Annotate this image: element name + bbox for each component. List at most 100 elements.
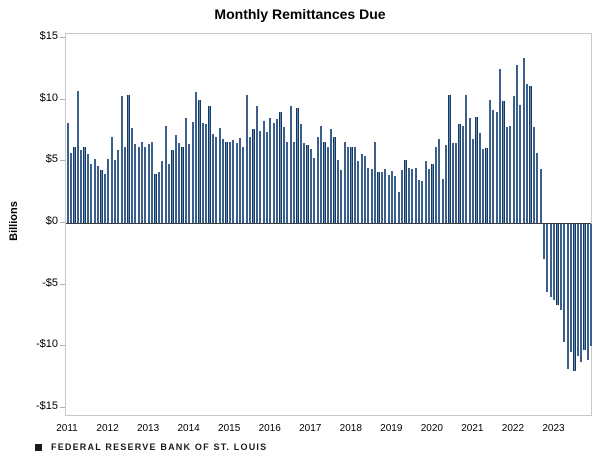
plot-area — [65, 33, 593, 416]
x-tick-label-2023: 2023 — [542, 423, 565, 434]
bar-month-151 — [576, 224, 579, 356]
bar-month-41 — [205, 124, 208, 223]
bar-month-22 — [140, 141, 144, 223]
bar-month-94 — [384, 168, 387, 223]
bar-month-138 — [532, 126, 535, 223]
bar-month-21 — [137, 146, 140, 223]
y-tick-mark — [60, 283, 65, 285]
bar-month-66 — [289, 105, 292, 223]
bar-month-56 — [255, 105, 258, 223]
bar-month-35 — [184, 118, 188, 223]
bar-month-19 — [130, 128, 133, 223]
bar-month-136 — [526, 83, 529, 223]
bar-month-2 — [73, 146, 76, 223]
bar-month-15 — [117, 150, 120, 223]
bar-month-49 — [232, 140, 235, 223]
bar-month-76 — [323, 141, 326, 223]
bar-month-64 — [282, 126, 285, 223]
bar-month-82 — [343, 141, 346, 223]
bar-month-38 — [194, 92, 198, 223]
bar-month-83 — [346, 146, 350, 223]
bar-month-42 — [208, 105, 211, 223]
bar-month-43 — [211, 134, 215, 223]
bar-month-140 — [539, 168, 542, 223]
bar-month-17 — [124, 146, 127, 223]
bar-month-67 — [292, 141, 296, 223]
bar-month-155 — [590, 224, 593, 347]
x-tick-label-2012: 2012 — [96, 423, 119, 434]
bar-month-28 — [161, 161, 164, 223]
bar-month-145 — [556, 224, 559, 306]
x-tick-label-2013: 2013 — [136, 423, 160, 434]
bar-month-95 — [387, 174, 390, 223]
bar-month-59 — [265, 131, 269, 223]
bar-month-93 — [380, 172, 383, 223]
y-tick-label-$10: $10 — [39, 91, 58, 104]
bar-month-123 — [482, 149, 485, 223]
bar-month-63 — [279, 112, 282, 223]
bar-month-133 — [515, 65, 519, 223]
bar-month-68 — [296, 108, 299, 223]
y-tick-mark — [60, 98, 65, 100]
bar-month-80 — [336, 160, 340, 223]
bar-month-152 — [580, 224, 583, 363]
bar-month-75 — [319, 125, 323, 223]
bar-month-107 — [428, 168, 431, 223]
bar-month-146 — [559, 224, 562, 311]
bar-month-88 — [363, 156, 367, 223]
bar-month-108 — [431, 163, 434, 223]
bar-month-40 — [201, 123, 204, 223]
bar-month-33 — [178, 142, 181, 223]
y-tick-label-$0: $0 — [45, 215, 58, 227]
bar-month-137 — [529, 86, 532, 223]
bar-month-48 — [228, 141, 231, 223]
bar-month-14 — [113, 160, 117, 223]
y-tick-mark — [60, 37, 65, 39]
bar-month-51 — [238, 137, 242, 223]
bar-month-61 — [272, 123, 275, 223]
bar-month-81 — [340, 169, 343, 223]
bar-month-9 — [97, 166, 100, 223]
y-tick-label--$10: -$10 — [35, 338, 58, 351]
bar-month-50 — [235, 142, 238, 223]
bar-month-11 — [103, 173, 106, 223]
bar-month-32 — [174, 135, 177, 223]
chart-title: Monthly Remittances Due — [214, 6, 386, 22]
bar-month-99 — [401, 169, 404, 223]
bar-month-58 — [262, 120, 265, 223]
bar-month-36 — [188, 144, 191, 223]
bar-month-84 — [350, 146, 353, 223]
y-tick-label-$5: $5 — [45, 153, 58, 166]
bar-month-29 — [164, 125, 167, 223]
bar-month-54 — [249, 136, 252, 223]
bar-month-134 — [519, 104, 522, 223]
bar-month-6 — [86, 153, 90, 223]
bar-month-130 — [505, 126, 508, 223]
bar-month-44 — [215, 136, 218, 223]
bar-month-132 — [512, 96, 515, 223]
bar-month-23 — [144, 146, 147, 223]
bar-month-112 — [444, 145, 448, 223]
bar-month-103 — [414, 167, 417, 223]
source-attribution: FEDERAL RESERVE BANK OF ST. LOUIS — [35, 442, 267, 452]
bar-month-120 — [471, 139, 475, 223]
bar-month-87 — [360, 153, 363, 223]
bar-month-97 — [394, 176, 397, 223]
bar-month-70 — [303, 142, 306, 223]
bar-month-73 — [313, 157, 316, 223]
bar-month-135 — [522, 57, 525, 223]
bar-month-143 — [549, 224, 552, 297]
bar-month-55 — [252, 129, 255, 223]
x-tick-label-2022: 2022 — [501, 423, 525, 434]
bar-month-27 — [157, 172, 160, 223]
bar-month-116 — [458, 124, 461, 223]
bar-month-118 — [465, 94, 468, 223]
bar-month-148 — [566, 224, 569, 370]
x-tick-label-2021: 2021 — [461, 423, 484, 434]
bar-month-144 — [553, 224, 556, 301]
bar-month-106 — [424, 161, 427, 223]
bar-month-45 — [218, 128, 221, 223]
bar-month-101 — [407, 167, 410, 223]
y-tick-mark — [60, 222, 65, 223]
bar-month-150 — [573, 224, 576, 371]
